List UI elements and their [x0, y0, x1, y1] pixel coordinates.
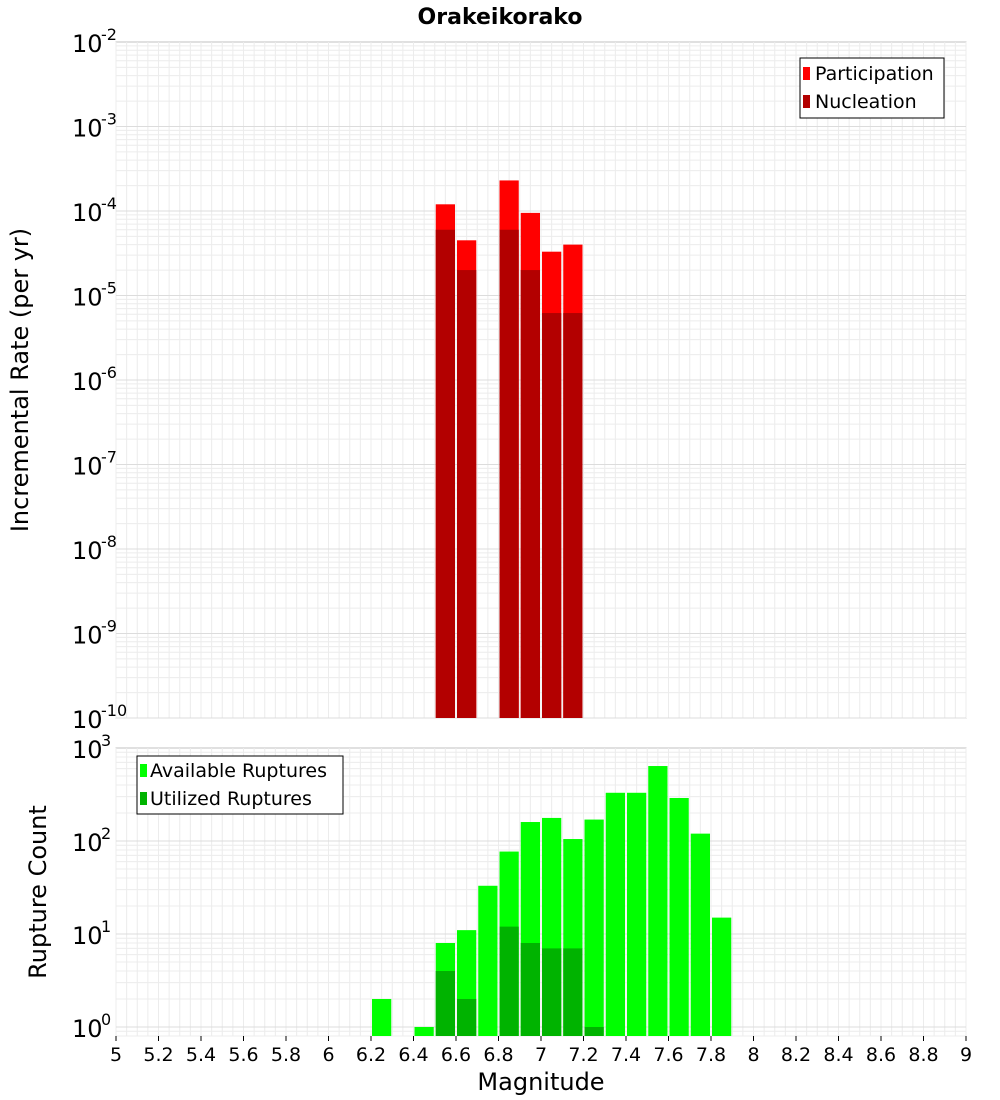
- legend-swatch-utilized-ruptures: [140, 792, 147, 805]
- legend-swatch-available-ruptures: [140, 764, 147, 777]
- y-tick-exponent: -9: [101, 617, 117, 636]
- bar-utilized-ruptures: [520, 943, 540, 1036]
- bar-nucleation: [542, 313, 562, 718]
- bar-available-ruptures: [414, 1026, 434, 1036]
- bottom-bars: [372, 766, 732, 1036]
- bar-nucleation: [499, 229, 519, 718]
- y-tick-label: 10: [72, 368, 103, 396]
- y-tick-exponent: 2: [101, 824, 111, 843]
- x-tick-label: 8.6: [866, 1044, 896, 1066]
- top-panel: 10-210-310-410-510-610-710-810-910-10 In…: [6, 25, 967, 734]
- y-tick-label: 10: [72, 199, 103, 227]
- x-tick-label: 8.8: [908, 1044, 938, 1066]
- y-tick-label: 10: [72, 706, 103, 734]
- legend-label-utilized-ruptures: Utilized Ruptures: [150, 788, 312, 810]
- bar-nucleation: [435, 229, 455, 718]
- y-tick-exponent: 1: [101, 917, 111, 936]
- bar-available-ruptures: [627, 792, 647, 1036]
- y-tick-label: 10: [72, 453, 103, 481]
- y-tick-label: 10: [72, 736, 103, 764]
- x-tick-label: 6: [322, 1044, 334, 1066]
- y-tick-label: 10: [72, 922, 103, 950]
- y-tick-exponent: 0: [101, 1010, 111, 1029]
- x-tick-label: 7.4: [611, 1044, 641, 1066]
- top-legend-box: [799, 57, 945, 119]
- bar-available-ruptures: [690, 833, 710, 1036]
- y-tick-exponent: 3: [101, 731, 111, 750]
- legend-swatch-nucleation: [803, 95, 810, 108]
- bar-utilized-ruptures: [457, 998, 477, 1036]
- x-tick-label: 6.8: [483, 1044, 513, 1066]
- x-tick-label: 5.8: [271, 1044, 301, 1066]
- y-tick-label: 10: [72, 115, 103, 143]
- x-tick-label: 7.8: [696, 1044, 726, 1066]
- x-tick-label: 8.4: [823, 1044, 853, 1066]
- x-tick-label: 5.6: [228, 1044, 258, 1066]
- y-tick-label: 10: [72, 30, 103, 58]
- x-tick-label: 6.6: [441, 1044, 471, 1066]
- bottom-legend-box: [136, 755, 344, 815]
- x-tick-label: 6.2: [356, 1044, 386, 1066]
- y-tick-exponent: -10: [101, 701, 127, 720]
- bar-nucleation: [520, 270, 540, 718]
- x-axis-label: Magnitude: [477, 1068, 604, 1096]
- bar-available-ruptures: [605, 792, 625, 1036]
- y-tick-exponent: -3: [101, 110, 117, 129]
- top-legend: Participation Nucleation: [799, 57, 945, 119]
- x-tick-label: 5: [110, 1044, 122, 1066]
- bar-nucleation: [457, 270, 477, 718]
- bar-available-ruptures: [372, 998, 392, 1036]
- chart-title: Orakeikorako: [418, 5, 583, 30]
- y-tick-label: 10: [72, 284, 103, 312]
- y-tick-label: 10: [72, 829, 103, 857]
- top-grid: [115, 42, 967, 719]
- x-tick-label: 5.4: [186, 1044, 216, 1066]
- x-tick-label: 7.6: [653, 1044, 683, 1066]
- y-tick-label: 10: [72, 1015, 103, 1043]
- bar-available-ruptures: [648, 766, 668, 1036]
- y-tick-label: 10: [72, 622, 103, 650]
- x-tick-label: 8.2: [781, 1044, 811, 1066]
- y-tick-exponent: -8: [101, 532, 117, 551]
- bar-available-ruptures: [478, 885, 498, 1036]
- bar-utilized-ruptures: [542, 948, 562, 1036]
- bar-utilized-ruptures: [584, 1026, 604, 1036]
- x-tick-label: 6.4: [398, 1044, 428, 1066]
- x-tick-label: 5.2: [143, 1044, 173, 1066]
- bar-available-ruptures: [712, 917, 732, 1036]
- bar-utilized-ruptures: [563, 948, 583, 1036]
- y-tick-exponent: -7: [101, 448, 117, 467]
- bar-nucleation: [563, 313, 583, 718]
- legend-label-available-ruptures: Available Ruptures: [150, 760, 327, 782]
- x-tick-label: 8: [747, 1044, 759, 1066]
- y-tick-exponent: -4: [101, 194, 117, 213]
- bar-available-ruptures: [669, 797, 689, 1036]
- x-tick-label: 7.2: [568, 1044, 598, 1066]
- y-tick-exponent: -5: [101, 279, 117, 298]
- legend-swatch-participation: [803, 67, 810, 80]
- legend-label-nucleation: Nucleation: [815, 91, 917, 113]
- top-y-ticks: 10-210-310-410-510-610-710-810-910-10: [72, 25, 127, 734]
- x-ticks: 5 5.2 5.4 5.6 5.8 6 6.2 6.4 6.6 6.8 7 7.2 7.4 7.6 7.8 8…: [110, 1036, 972, 1066]
- legend-label-participation: Participation: [815, 63, 934, 85]
- y-tick-label: 10: [72, 537, 103, 565]
- y-tick-exponent: -6: [101, 363, 117, 382]
- bar-utilized-ruptures: [499, 926, 519, 1036]
- x-tick-label: 9: [960, 1044, 972, 1066]
- x-tick-label: 7: [535, 1044, 547, 1066]
- bar-utilized-ruptures: [435, 970, 455, 1036]
- bar-available-ruptures: [584, 819, 604, 1036]
- bottom-legend: Available Ruptures Utilized Ruptures: [136, 755, 344, 815]
- y-tick-exponent: -2: [101, 25, 117, 44]
- bottom-y-axis-label: Rupture Count: [24, 805, 52, 979]
- top-y-axis-label: Incremental Rate (per yr): [6, 228, 34, 532]
- top-bars: [435, 180, 583, 719]
